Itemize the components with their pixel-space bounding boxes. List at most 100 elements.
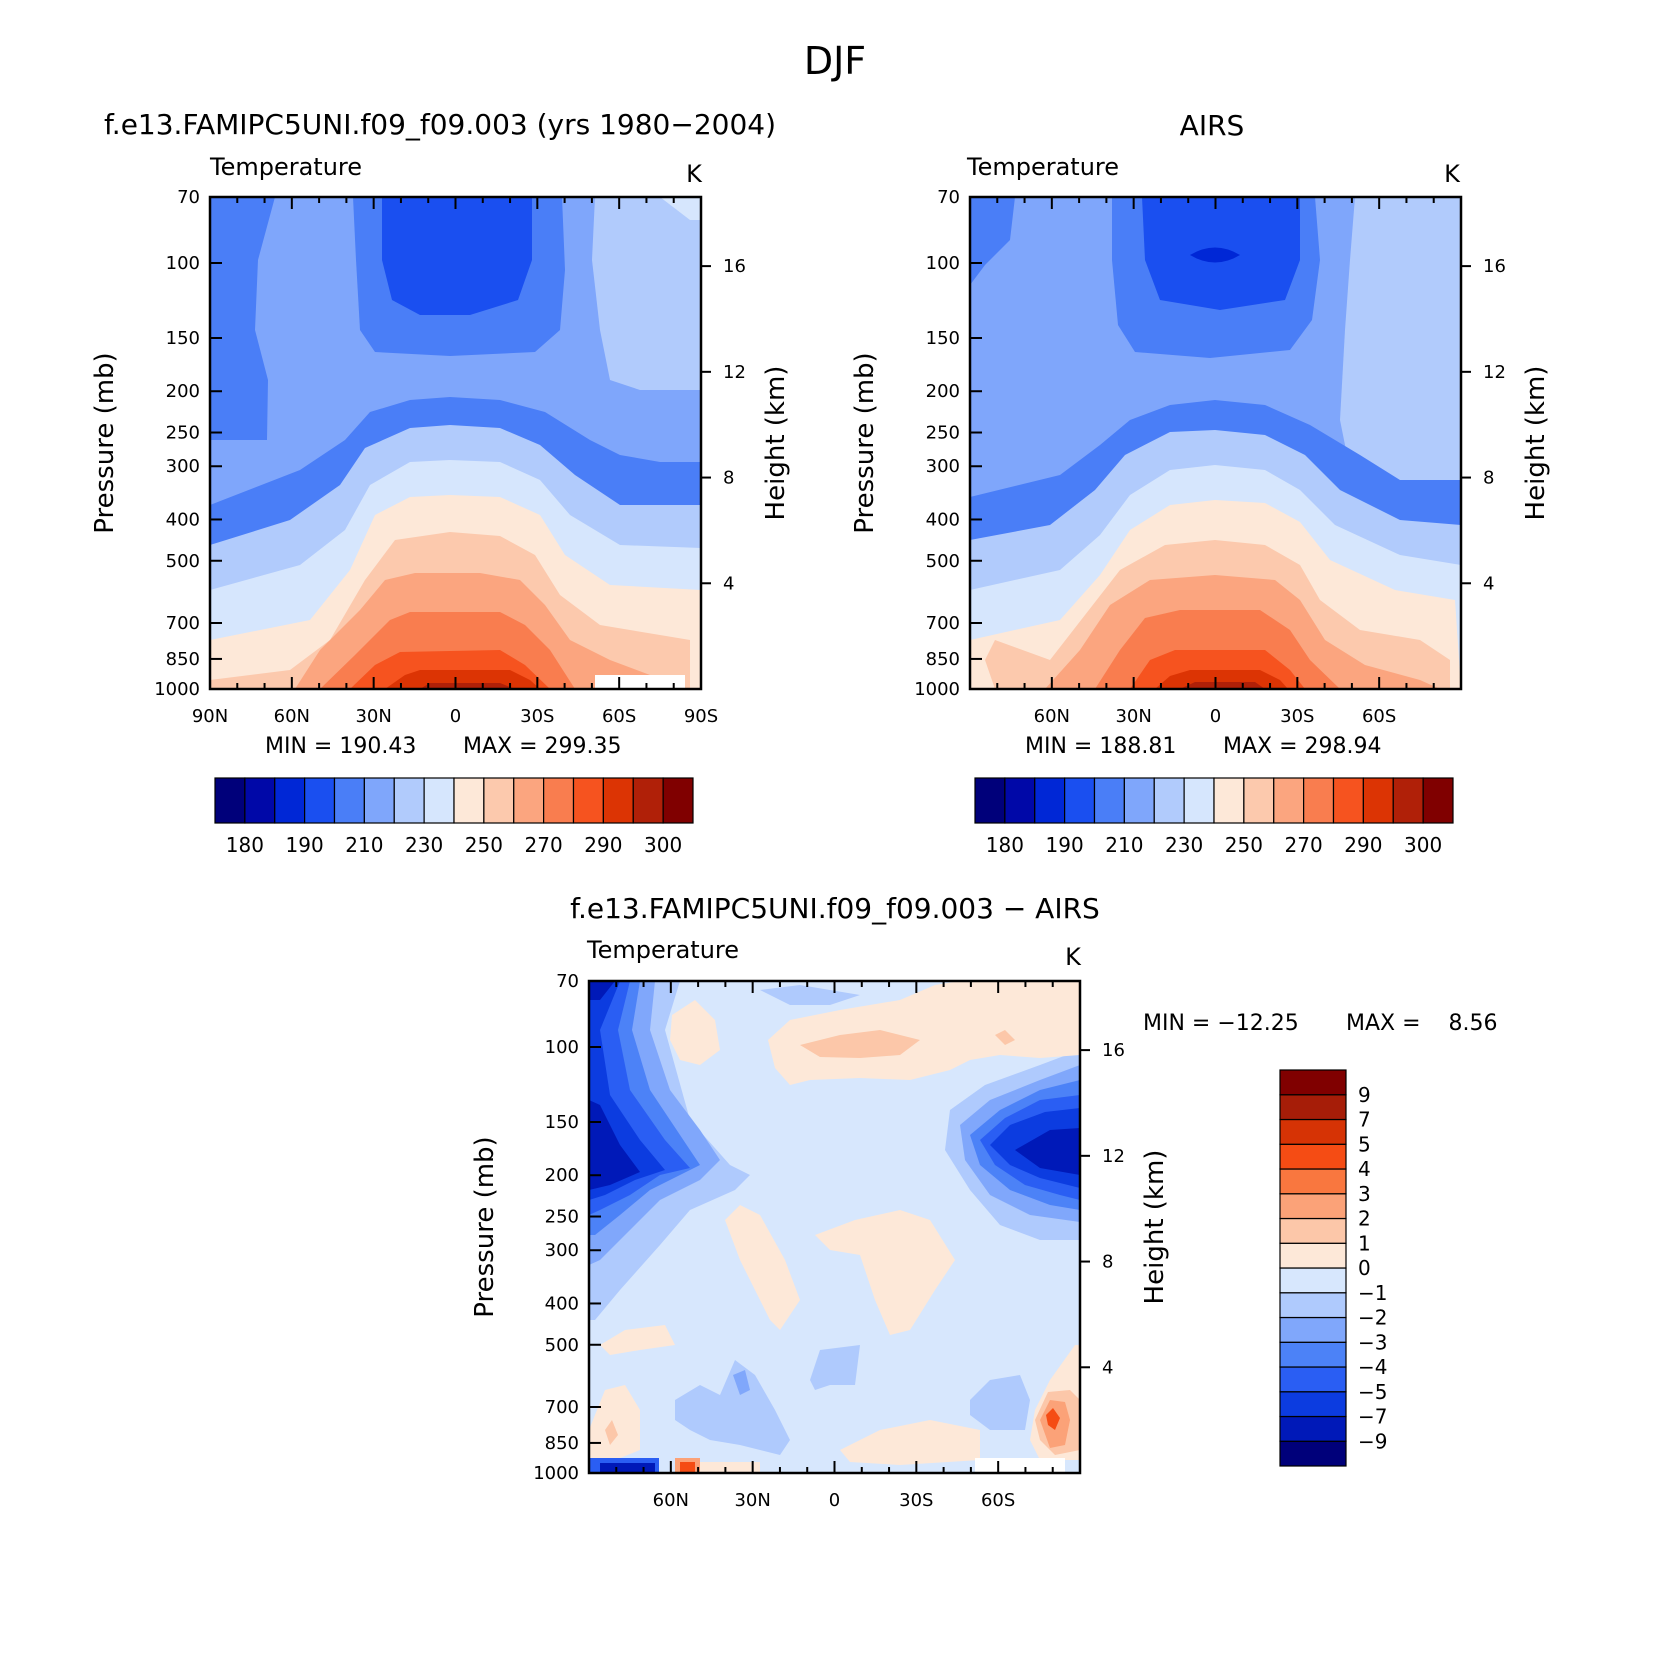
- colorbar-label: 250: [1225, 833, 1263, 857]
- contour-band: [810, 1345, 860, 1390]
- colorbar: 180 190 210 230 250 270 290 300: [214, 777, 694, 857]
- contour-band: [760, 985, 860, 1005]
- colorbar-label: 290: [584, 833, 622, 857]
- panel-title: f.e13.FAMIPC5UNI.f09_f09.003 (yrs 1980−2…: [104, 108, 776, 141]
- colorbar-label: −7: [1358, 1405, 1387, 1429]
- colorbar-label: 270: [1285, 833, 1323, 857]
- y-tick-label: 700: [166, 613, 200, 634]
- x-tick-label: 90N: [192, 706, 228, 727]
- colorbar-swatch: [602, 777, 634, 824]
- colorbar-swatch: [274, 777, 306, 824]
- y-right-tick-label: 12: [1102, 1146, 1125, 1167]
- colorbar-swatch: [1279, 1242, 1347, 1269]
- colorbar-swatch: [1279, 1193, 1347, 1220]
- colorbar-swatch: [1279, 1366, 1347, 1393]
- colorbar-swatch: [244, 777, 276, 824]
- colorbar-label: 4: [1358, 1157, 1371, 1181]
- colorbar-swatch: [333, 777, 365, 824]
- colorbar-swatch: [423, 777, 455, 824]
- max-label: MAX = 298.94: [1223, 734, 1382, 759]
- x-tick-label: 60S: [1362, 706, 1396, 727]
- colorbar-swatch: [304, 777, 336, 824]
- y-tick-label: 850: [545, 1433, 579, 1454]
- y-right-tick-label: 8: [1102, 1252, 1113, 1273]
- y-right-tick-label: 4: [1483, 573, 1494, 594]
- contour-band: [725, 1205, 800, 1330]
- contour-band: [420, 683, 515, 689]
- colorbar-label: 180: [226, 833, 264, 857]
- y-tick-label: 700: [926, 613, 960, 634]
- contour-band: [382, 197, 532, 315]
- y-tick-label: 200: [545, 1165, 579, 1186]
- panel-model: f.e13.FAMIPC5UNI.f09_f09.003 (yrs 1980−2…: [90, 108, 791, 857]
- colorbar-swatch: [543, 777, 575, 824]
- figure-title: DJF: [804, 39, 866, 83]
- x-tick-label: 60S: [981, 1490, 1015, 1511]
- colorbar-label: 180: [986, 833, 1024, 857]
- y-tick-label: 150: [926, 328, 960, 349]
- colorbar-label: 300: [644, 833, 682, 857]
- colorbar-label: −4: [1358, 1355, 1387, 1379]
- colorbar-label: 230: [405, 833, 443, 857]
- y-tick-label: 300: [166, 456, 200, 477]
- max-label: MAX = 299.35: [463, 734, 622, 759]
- contour-band: [680, 1462, 695, 1473]
- colorbar-swatch: [1279, 1440, 1347, 1467]
- y-tick-label: 200: [926, 381, 960, 402]
- colorbar-swatch: [1279, 1217, 1347, 1244]
- contour-field: [210, 197, 701, 689]
- x-tick-label: 30N: [734, 1490, 770, 1511]
- y-tick-label: 500: [926, 551, 960, 572]
- colorbar-swatch: [572, 777, 604, 824]
- x-tick-label: 60N: [274, 706, 310, 727]
- contour-band: [605, 1420, 618, 1445]
- y-tick-label: 70: [937, 187, 960, 208]
- y-axis-right-title: Height (km): [1140, 1150, 1170, 1305]
- max-label: MAX = 8.56: [1346, 1011, 1498, 1036]
- x-tick-label: 30S: [1280, 706, 1314, 727]
- y-tick-label: 700: [545, 1397, 579, 1418]
- contour-band: [733, 1370, 750, 1395]
- axes: 70 100 150 200 250 300 400 500 700 850 1000 16 12 8 4 6…: [914, 187, 1506, 727]
- x-tick-label: 0: [1210, 706, 1221, 727]
- panel-title: f.e13.FAMIPC5UNI.f09_f09.003 − AIRS: [570, 892, 1100, 925]
- colorbar-swatch: [632, 777, 664, 824]
- contour-band: [1046, 1408, 1060, 1430]
- contour-band: [800, 1030, 920, 1058]
- y-tick-label: 150: [545, 1112, 579, 1133]
- colorbar-label: 250: [465, 833, 503, 857]
- contour-band: [675, 1360, 790, 1455]
- panel-difference: f.e13.FAMIPC5UNI.f09_f09.003 − AIRS Temp…: [470, 892, 1498, 1511]
- min-label: MIN = −12.25: [1143, 1011, 1299, 1036]
- variable-label: Temperature: [209, 153, 362, 181]
- colorbar-swatch: [483, 777, 515, 824]
- colorbar-label: 190: [1046, 833, 1084, 857]
- y-tick-label: 850: [926, 649, 960, 670]
- colorbar-swatch: [1422, 777, 1454, 824]
- colorbar-swatch: [1034, 777, 1066, 824]
- panel-title: AIRS: [1180, 109, 1245, 142]
- colorbar-label: 9: [1358, 1083, 1371, 1107]
- colorbar-swatch: [453, 777, 485, 824]
- x-tick-label: 30S: [899, 1490, 933, 1511]
- contour-band: [600, 1463, 655, 1473]
- y-right-tick-label: 8: [723, 468, 734, 489]
- colorbar-swatch: [1153, 777, 1185, 824]
- axes: 70 100 150 200 250 300 400 500 700 850 1000 16 12 8 4 6…: [533, 971, 1125, 1511]
- y-tick-label: 100: [926, 253, 960, 274]
- units-label: K: [1444, 160, 1461, 188]
- panel-airs: AIRS Temperature K 70 100 150 200 250 300 400 5…: [850, 109, 1551, 857]
- x-tick-label: 30S: [520, 706, 554, 727]
- missing-data: [975, 1458, 1065, 1473]
- colorbar-label: 5: [1358, 1132, 1371, 1156]
- colorbar-swatch: [1279, 1415, 1347, 1442]
- contour-band: [970, 1375, 1030, 1430]
- y-right-tick-label: 4: [1102, 1357, 1113, 1378]
- colorbar-swatch: [1303, 777, 1335, 824]
- colorbar-swatch: [1183, 777, 1215, 824]
- colorbar-swatch: [1279, 1292, 1347, 1319]
- contour-band: [1015, 1128, 1080, 1175]
- y-right-tick-label: 12: [723, 362, 746, 383]
- y-axis-title: Pressure (mb): [470, 1136, 500, 1317]
- y-right-tick-label: 16: [1102, 1040, 1125, 1061]
